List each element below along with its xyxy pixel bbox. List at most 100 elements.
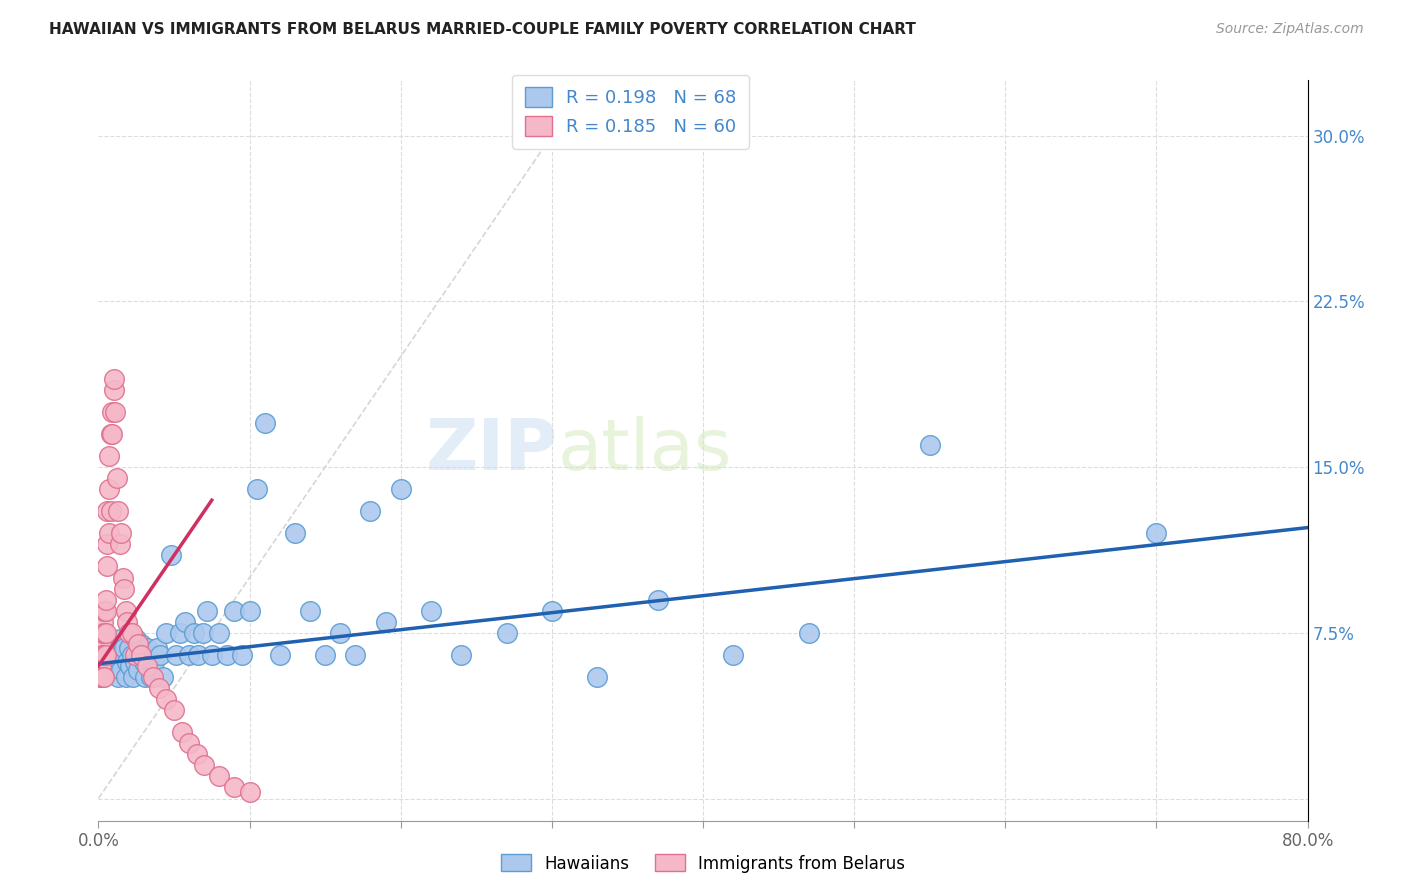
Point [142, 670, 165, 684]
Point [179, 736, 201, 750]
Point [110, 664, 132, 678]
Point [231, 648, 253, 662]
Point [299, 604, 322, 618]
Point [208, 625, 231, 640]
Point [586, 670, 609, 684]
Point [121, 648, 143, 662]
Point [540, 604, 562, 618]
Point [96, 537, 118, 551]
Point [918, 438, 941, 452]
Point [93, 648, 115, 662]
Point [127, 664, 149, 678]
Point [112, 582, 135, 596]
Point [135, 641, 157, 656]
Point [89, 659, 111, 673]
Point [723, 648, 745, 662]
Point [94, 648, 117, 662]
Point [215, 648, 238, 662]
Point [89, 637, 111, 651]
Point [132, 655, 155, 669]
Point [124, 655, 146, 669]
Point [91, 615, 114, 629]
Point [450, 648, 472, 662]
Point [93, 670, 115, 684]
Point [105, 648, 128, 662]
Point [110, 526, 132, 541]
Point [647, 592, 669, 607]
Point [91, 648, 114, 662]
Point [146, 641, 169, 656]
Point [108, 537, 131, 551]
Point [120, 659, 142, 673]
Point [115, 615, 138, 629]
Point [90, 625, 112, 640]
Point [1144, 526, 1167, 541]
Point [191, 625, 214, 640]
Text: HAWAIIAN VS IMMIGRANTS FROM BELARUS MARRIED-COUPLE FAMILY POVERTY CORRELATION CH: HAWAIIAN VS IMMIGRANTS FROM BELARUS MARR… [49, 22, 917, 37]
Legend: Hawaiians, Immigrants from Belarus: Hawaiians, Immigrants from Belarus [495, 847, 911, 880]
Point [90, 659, 112, 673]
Point [179, 648, 201, 662]
Point [101, 405, 124, 419]
Point [170, 725, 193, 739]
Point [160, 549, 183, 563]
Point [329, 625, 352, 640]
Point [149, 648, 172, 662]
Point [89, 670, 111, 684]
Point [91, 670, 114, 684]
Point [118, 625, 141, 640]
Point [135, 659, 157, 673]
Point [98, 526, 121, 541]
Point [98, 449, 121, 463]
Point [90, 670, 112, 684]
Point [239, 604, 262, 618]
Point [122, 670, 145, 684]
Point [420, 604, 443, 618]
Point [107, 670, 129, 684]
Point [118, 641, 141, 656]
Point [155, 692, 177, 706]
Point [107, 504, 129, 518]
Point [201, 648, 224, 662]
Point [165, 648, 187, 662]
Point [90, 637, 112, 651]
Point [193, 758, 215, 772]
Point [224, 780, 246, 795]
Point [224, 604, 246, 618]
Point [314, 648, 336, 662]
Point [90, 648, 112, 662]
Point [389, 482, 412, 496]
Point [108, 632, 131, 647]
Point [152, 670, 174, 684]
Point [111, 570, 134, 584]
Point [183, 625, 205, 640]
Text: atlas: atlas [558, 416, 733, 485]
Point [103, 371, 125, 385]
Point [128, 648, 150, 662]
Point [253, 416, 276, 430]
Point [173, 615, 195, 629]
Point [129, 637, 152, 651]
Text: ZIP: ZIP [426, 416, 558, 485]
Point [105, 471, 128, 485]
Point [114, 604, 136, 618]
Point [127, 637, 149, 651]
Point [284, 526, 307, 541]
Point [141, 670, 163, 684]
Point [111, 648, 134, 662]
Point [239, 785, 262, 799]
Point [131, 648, 153, 662]
Point [93, 625, 115, 640]
Point [94, 625, 117, 640]
Point [98, 482, 121, 496]
Point [96, 504, 118, 518]
Point [100, 641, 122, 656]
Point [134, 670, 156, 684]
Point [114, 670, 136, 684]
Text: Source: ZipAtlas.com: Source: ZipAtlas.com [1216, 22, 1364, 37]
Point [121, 625, 143, 640]
Point [797, 625, 820, 640]
Point [186, 747, 208, 762]
Point [101, 426, 124, 441]
Point [374, 615, 396, 629]
